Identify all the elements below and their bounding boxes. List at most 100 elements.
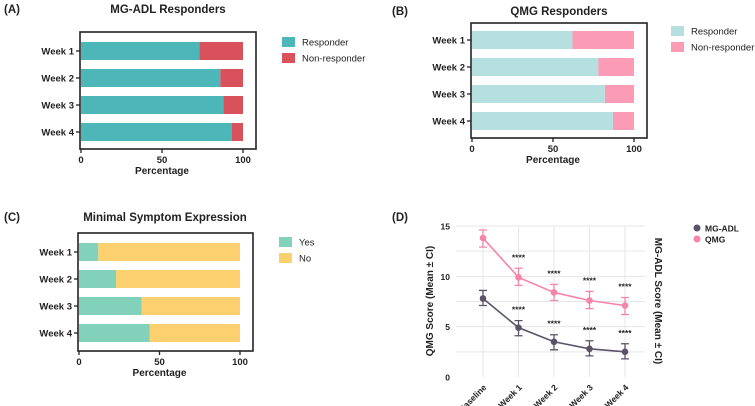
y-tick-label: Week 4	[432, 117, 465, 128]
y-tick-label: Week 3	[41, 101, 74, 112]
x-axis-label: Percentage	[133, 368, 187, 379]
legend-label: Responder	[302, 38, 348, 49]
data-point	[586, 345, 593, 353]
x-tick-label: 0	[76, 357, 81, 368]
chart-title: Minimal Symptom Expression	[83, 212, 247, 224]
panel-label: (D)	[392, 212, 408, 224]
x-tick-label: 100	[235, 155, 251, 166]
significance-label: ****	[512, 252, 526, 262]
x-tick-label: Week 3	[567, 382, 595, 406]
legend-label: QMG	[705, 235, 726, 245]
data-point	[479, 234, 487, 242]
y-axis-label: QMG Score (Mean ± CI)	[425, 246, 436, 357]
legend-swatch	[282, 53, 295, 63]
bar-non-responder	[220, 69, 243, 87]
significance-label: ****	[583, 325, 597, 335]
legend-label: Responder	[691, 27, 737, 38]
panel-label: (B)	[392, 6, 408, 18]
bar-non-responder	[604, 85, 634, 103]
chart-title: MG-ADL Responders	[110, 4, 225, 16]
bar-non-responder	[612, 112, 634, 130]
bar-yes	[79, 297, 142, 315]
y-tick-label: Week 2	[41, 74, 74, 85]
data-point	[515, 324, 522, 331]
data-point	[586, 297, 593, 304]
y-tick-label: Week 4	[41, 128, 74, 139]
x-tick-label: 100	[232, 357, 248, 368]
y-tick-label: 5	[445, 322, 450, 332]
bar-non-responder	[231, 123, 243, 141]
panel-0: (A) MG-ADL Responders Week 1 Week 2 Week 3 We…	[4, 4, 365, 177]
x-axis-label: Percentage	[135, 166, 189, 177]
x-tick-label: Week 4	[603, 382, 631, 406]
series-mg-adl: **** **** **** ****	[479, 289, 632, 360]
significance-label: ****	[547, 319, 561, 329]
significance-label: ****	[512, 305, 526, 315]
legend-swatch	[282, 37, 295, 47]
panel-3: (D) 0 5 10 15 Baseline Week 1 Week 2 Week 3 Week …	[392, 212, 739, 406]
bar-yes	[79, 270, 117, 288]
bar-responder	[81, 123, 232, 141]
series-qmg: **** **** **** ****	[479, 229, 632, 316]
plot-frame	[77, 232, 254, 352]
y-tick-label: Week 1	[39, 248, 72, 259]
x-tick-label: Week 2	[532, 382, 560, 406]
x-tick-label: 50	[157, 155, 168, 166]
bar-yes	[79, 243, 99, 261]
legend-swatch	[671, 26, 684, 36]
x-tick-label: Baseline	[457, 382, 489, 406]
bar-no	[116, 270, 240, 288]
y-tick-label: 10	[441, 272, 451, 282]
plot-frame	[470, 22, 648, 139]
data-point	[515, 274, 522, 281]
x-tick-label: 50	[154, 357, 165, 368]
bar-responder	[472, 31, 573, 49]
bar-responder	[472, 112, 613, 130]
x-tick-label: 50	[548, 144, 559, 155]
significance-label: ****	[618, 328, 632, 338]
data-point	[550, 289, 558, 296]
legend-label: Non-responder	[691, 43, 754, 54]
panel-2: (C) Minimal Symptom Expression Week 1 Week …	[4, 212, 315, 379]
x-axis-label: Percentage	[526, 155, 580, 166]
data-point	[621, 302, 629, 309]
panel-1: (B) QMG Responders Week 1 Week 2 Week 3 Week …	[392, 6, 754, 166]
significance-label: ****	[618, 281, 632, 291]
x-tick-label: 0	[469, 144, 474, 155]
y-tick-label: Week 3	[39, 302, 72, 313]
y-tick-label: 0	[445, 373, 450, 383]
bar-responder	[81, 69, 221, 87]
bar-no	[149, 324, 240, 342]
bar-responder	[472, 85, 605, 103]
y-tick-label: 15	[441, 222, 451, 232]
y-tick-label: Week 4	[39, 329, 72, 340]
bar-non-responder	[223, 96, 243, 114]
legend-label: Yes	[299, 238, 315, 249]
bar-non-responder	[598, 58, 634, 76]
y-tick-label: Week 1	[432, 36, 465, 47]
panel-label: (C)	[4, 212, 20, 224]
bar-responder	[81, 96, 224, 114]
data-point	[621, 348, 629, 356]
significance-label: ****	[583, 275, 597, 285]
y-tick-label: Week 2	[432, 63, 465, 74]
bar-no	[141, 297, 240, 315]
legend-marker	[693, 235, 701, 243]
x-tick-label: 0	[78, 155, 83, 166]
legend-swatch	[279, 253, 292, 263]
bar-yes	[79, 324, 150, 342]
y-tick-label: Week 1	[41, 47, 74, 58]
legend-label: Non-responder	[302, 54, 365, 65]
y-axis-label-right: MG-ADL Score (Mean ± CI)	[652, 238, 663, 364]
panel-label: (A)	[4, 4, 20, 16]
legend-label: MG-ADL	[705, 224, 739, 234]
bar-responder	[472, 58, 599, 76]
chart-title: QMG Responders	[510, 6, 607, 18]
x-tick-label: 100	[626, 144, 642, 155]
bar-non-responder	[199, 42, 243, 60]
bar-no	[98, 243, 240, 261]
data-point	[479, 295, 487, 302]
bar-non-responder	[572, 31, 634, 49]
legend-marker	[693, 224, 701, 232]
